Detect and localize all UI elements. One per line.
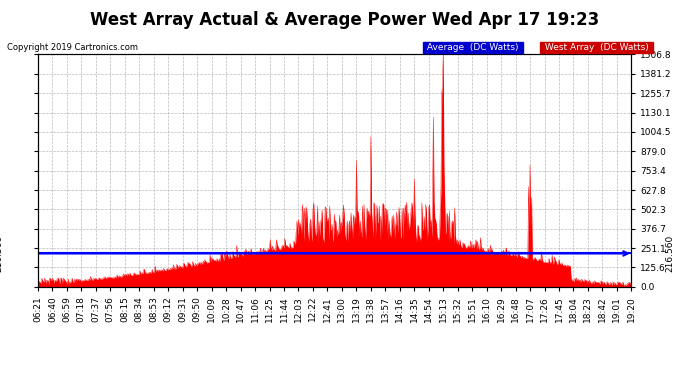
Text: West Array  (DC Watts): West Array (DC Watts) — [542, 43, 651, 52]
Text: 216.560: 216.560 — [0, 235, 3, 272]
Text: 216.560: 216.560 — [666, 235, 675, 272]
Text: Copyright 2019 Cartronics.com: Copyright 2019 Cartronics.com — [7, 43, 138, 52]
Text: Average  (DC Watts): Average (DC Watts) — [424, 43, 522, 52]
Text: West Array Actual & Average Power Wed Apr 17 19:23: West Array Actual & Average Power Wed Ap… — [90, 11, 600, 29]
